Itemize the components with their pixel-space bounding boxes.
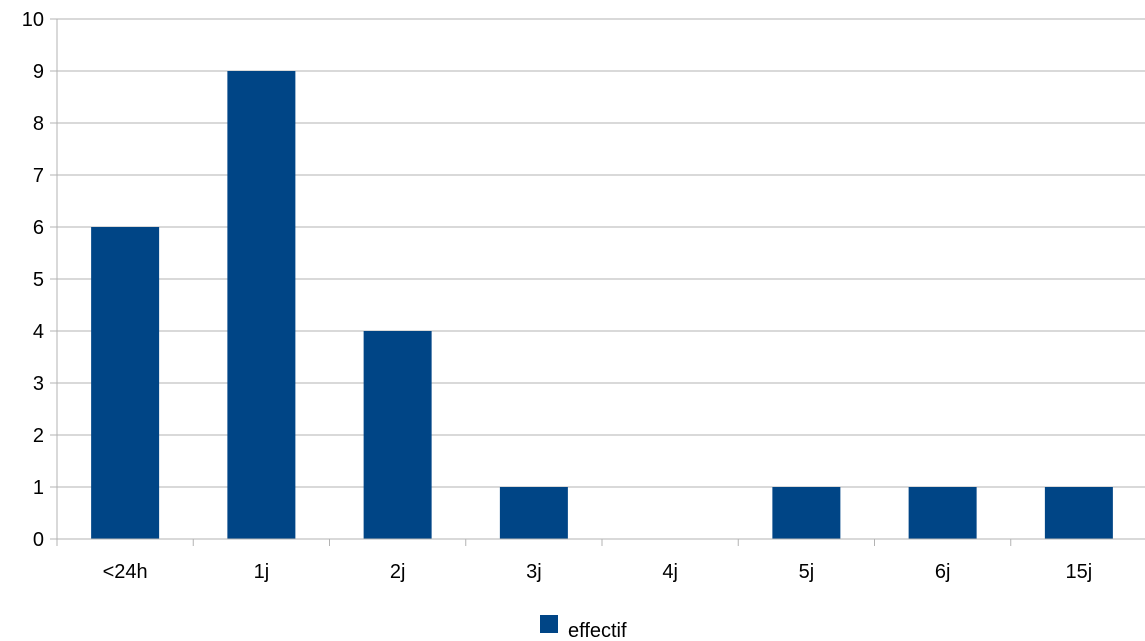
x-tick-label: <24h bbox=[103, 561, 148, 583]
x-tick-label: 5j bbox=[799, 561, 815, 583]
x-tick-label: 15j bbox=[1066, 561, 1093, 583]
bar-15j bbox=[1044, 487, 1113, 539]
bar-6j bbox=[908, 487, 977, 539]
y-tick-label: 10 bbox=[22, 9, 44, 31]
axes bbox=[50, 18, 1145, 546]
x-tick-label: 3j bbox=[526, 561, 542, 583]
y-tick-label: 5 bbox=[33, 269, 44, 291]
y-tick-label: 9 bbox=[33, 61, 44, 83]
bar-3j bbox=[499, 487, 568, 539]
bar-5j bbox=[772, 487, 841, 539]
bar-<24h bbox=[91, 227, 160, 539]
x-tick-labels: <24h 1j 2j 3j 4j 5j 6j 15j bbox=[103, 561, 1093, 583]
y-tick-labels: 0 1 2 3 4 5 6 7 8 9 10 bbox=[22, 9, 44, 551]
x-tick-label: 1j bbox=[254, 561, 270, 583]
x-tick-label: 4j bbox=[662, 561, 678, 583]
y-tick-label: 3 bbox=[33, 373, 44, 395]
x-tick-label: 6j bbox=[935, 561, 951, 583]
y-tick-label: 0 bbox=[33, 529, 44, 551]
legend: effectif bbox=[540, 615, 627, 641]
y-tick-label: 2 bbox=[33, 425, 44, 447]
y-tick-label: 6 bbox=[33, 217, 44, 239]
legend-swatch bbox=[540, 615, 558, 633]
grid-lines bbox=[57, 18, 1145, 488]
y-tick-label: 1 bbox=[33, 477, 44, 499]
legend-label: effectif bbox=[568, 620, 627, 641]
bars bbox=[91, 71, 1113, 539]
y-tick-label: 7 bbox=[33, 165, 44, 187]
bar-2j bbox=[363, 331, 432, 539]
bar-1j bbox=[227, 71, 296, 539]
x-tick-label: 2j bbox=[390, 561, 406, 583]
y-tick-label: 4 bbox=[33, 321, 44, 343]
y-tick-label: 8 bbox=[33, 113, 44, 135]
